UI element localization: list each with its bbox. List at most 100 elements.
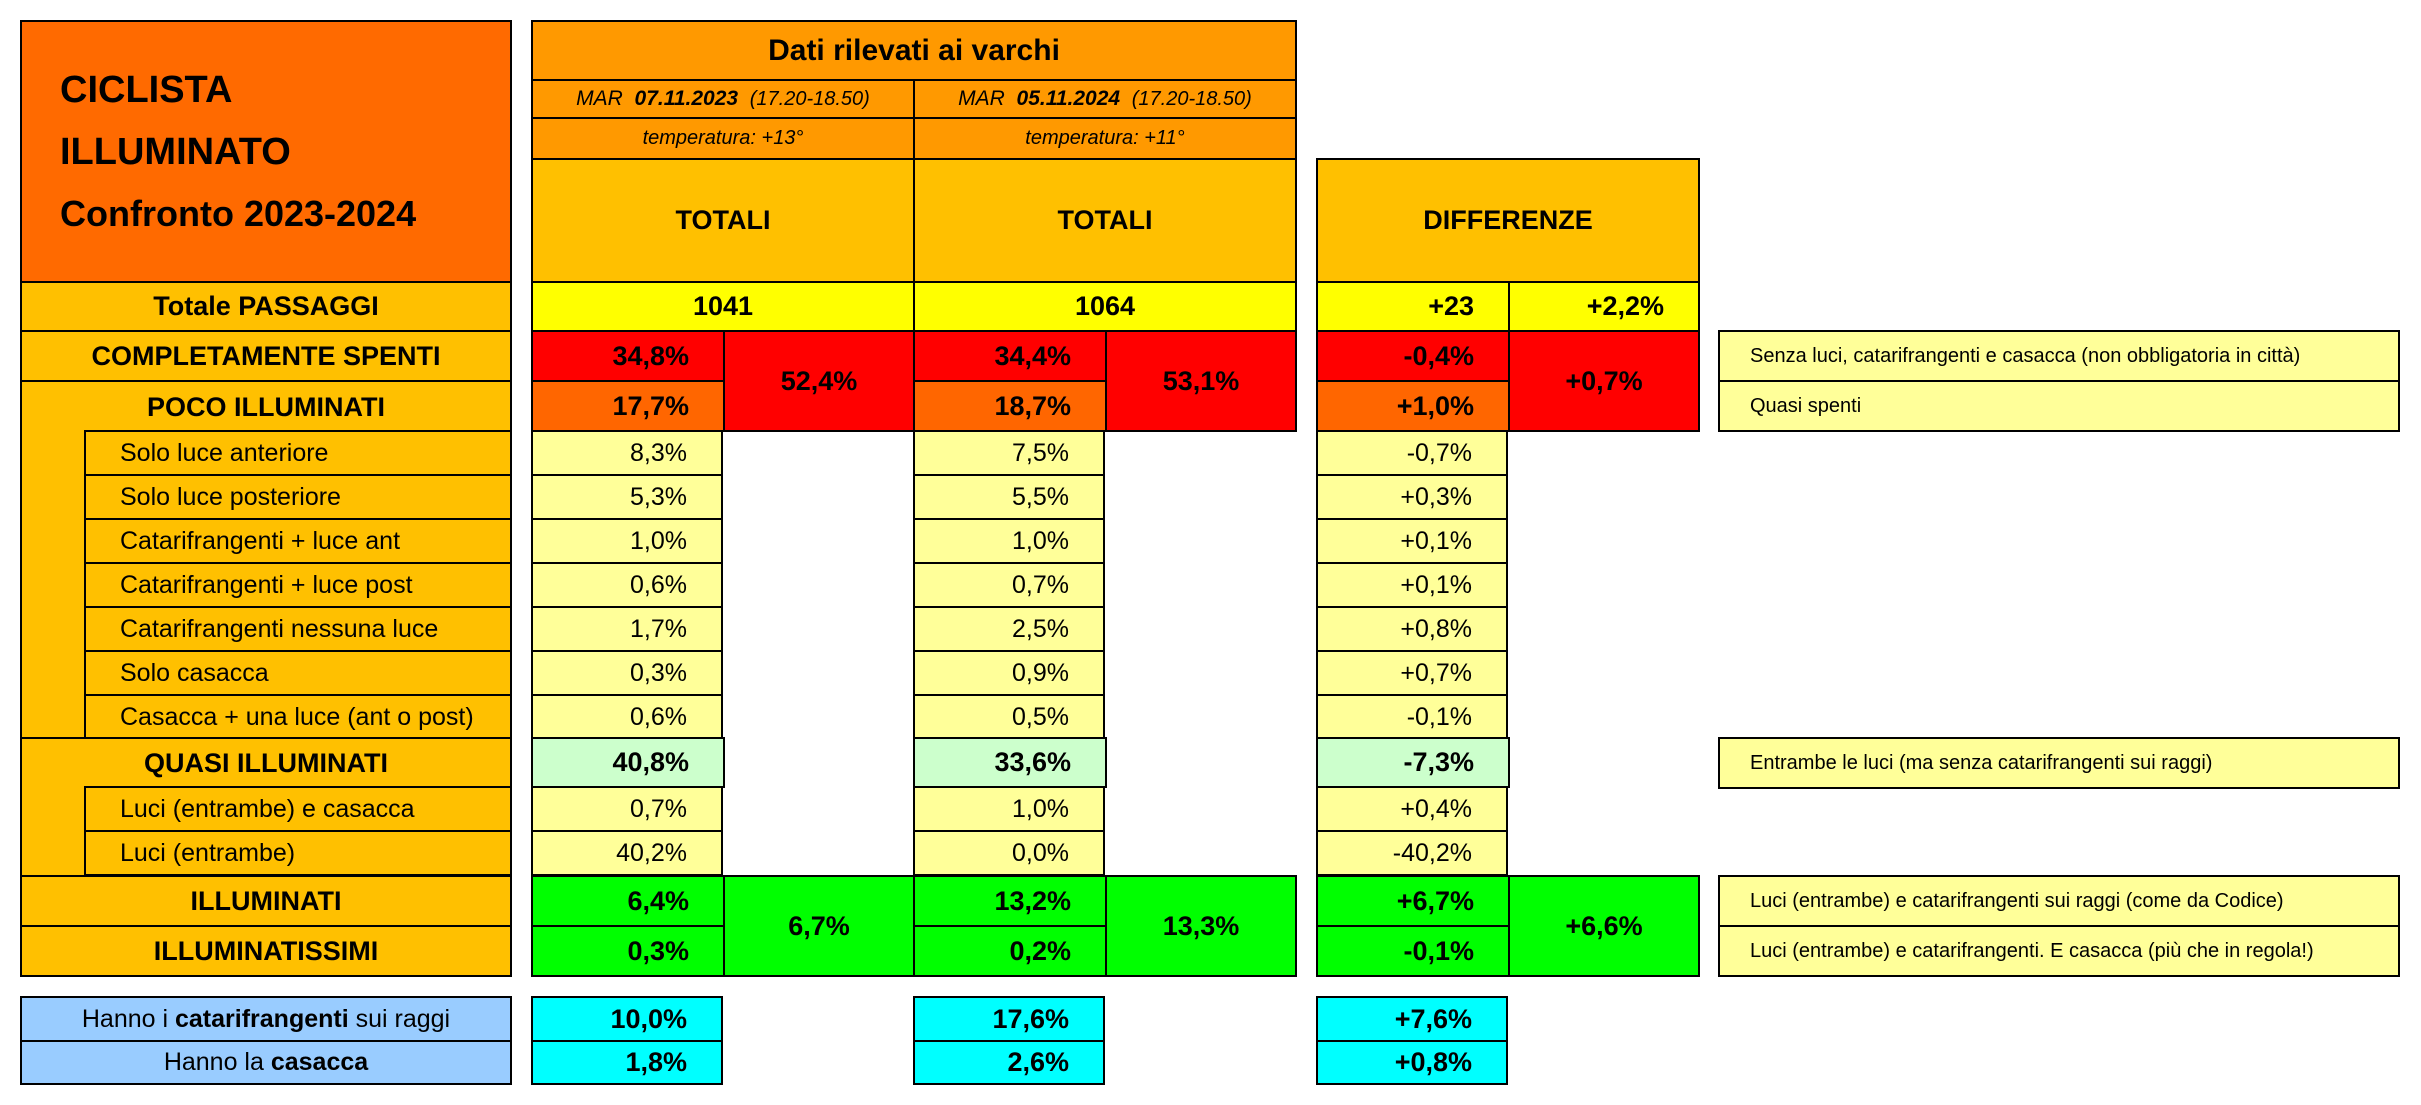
illuminatissimi-2024: 0,2% <box>913 925 1107 977</box>
row-label-poco: POCO ILLUMINATI <box>20 380 512 432</box>
row-label-illuminatissimi: ILLUMINATISSIMI <box>20 925 512 977</box>
group-spenti-poco-2023: 52,4% <box>723 330 915 432</box>
sub-row-diff: +0,1% <box>1316 562 1508 608</box>
illuminatissimi-diff: -0,1% <box>1316 925 1510 977</box>
sub-row-2023: 0,6% <box>531 562 723 608</box>
row-label-quasi: QUASI ILLUMINATI <box>20 737 512 788</box>
sub-row-2024: 0,0% <box>913 830 1105 876</box>
extra-cas-diff: +0,8% <box>1316 1040 1508 1085</box>
sub-row-2024: 5,5% <box>913 474 1105 520</box>
totale-2023: 1041 <box>531 281 915 332</box>
poco-2024: 18,7% <box>913 380 1107 432</box>
sub-row-2024: 0,9% <box>913 650 1105 696</box>
sub-row-2023: 1,0% <box>531 518 723 564</box>
sub-row-2024: 7,5% <box>913 430 1105 476</box>
sub-row-diff: +0,7% <box>1316 650 1508 696</box>
extra-cat-2023: 10,0% <box>531 996 723 1042</box>
sub-row-label: Luci (entrambe) <box>84 830 512 876</box>
totals-2023-header: TOTALI <box>531 158 915 283</box>
sub-row-2024: 1,0% <box>913 518 1105 564</box>
date-2023-date: 07.11.2023 <box>634 87 739 110</box>
sub-row-diff: -0,1% <box>1316 694 1508 740</box>
sub-row-diff: +0,3% <box>1316 474 1508 520</box>
sub-row-label: Solo luce anteriore <box>84 430 512 476</box>
illuminati-2023: 6,4% <box>531 875 725 927</box>
extra-label-catarifrangenti: Hanno i catarifrangenti sui raggi <box>20 996 512 1042</box>
poco-diff: +1,0% <box>1316 380 1510 432</box>
sub-row-label: Casacca + una luce (ant o post) <box>84 694 512 740</box>
group-illuminati-2023: 6,7% <box>723 875 915 977</box>
illuminati-2024: 13,2% <box>913 875 1107 927</box>
date-2024-time: (17.20-18.50) <box>1131 87 1252 110</box>
note-quasi: Entrambe le luci (ma senza catarifrangen… <box>1718 737 2400 789</box>
quasi-diff: -7,3% <box>1316 737 1510 788</box>
sub-row-diff: +0,1% <box>1316 518 1508 564</box>
date-2023-day: MAR <box>576 87 623 110</box>
extra-cas-2023: 1,8% <box>531 1040 723 1085</box>
sub-row-label: Catarifrangenti nessuna luce <box>84 606 512 652</box>
totale-2024: 1064 <box>913 281 1297 332</box>
illuminatissimi-2023: 0,3% <box>531 925 725 977</box>
note-spenti: Senza luci, catarifrangenti e casacca (n… <box>1718 330 2400 382</box>
sub-row-2024: 0,5% <box>913 694 1105 740</box>
date-2024-date: 05.11.2024 <box>1016 87 1121 110</box>
poco-2023: 17,7% <box>531 380 725 432</box>
spenti-2023: 34,8% <box>531 330 725 382</box>
sub-row-diff: -40,2% <box>1316 830 1508 876</box>
sub-row-2023: 1,7% <box>531 606 723 652</box>
differences-header: DIFFERENZE <box>1316 158 1700 283</box>
temperature-2023: temperatura: +13° <box>531 117 915 160</box>
date-2023-time: (17.20-18.50) <box>749 87 870 110</box>
sub-row-2023: 8,3% <box>531 430 723 476</box>
header-date-2023: MAR 07.11.2023 (17.20-18.50) <box>531 79 915 119</box>
note-illuminatissimi: Luci (entrambe) e catarifrangenti. E cas… <box>1718 925 2400 977</box>
extra-cat-post: sui raggi <box>348 1004 451 1033</box>
sub-row-2023: 0,6% <box>531 694 723 740</box>
extra-cat-pre: Hanno i <box>81 1004 175 1033</box>
note-poco: Quasi spenti <box>1718 380 2400 432</box>
extra-cas-pre: Hanno la <box>163 1048 271 1076</box>
sub-row-diff: -0,7% <box>1316 430 1508 476</box>
title-line-3: Confronto 2023-2024 <box>60 192 417 234</box>
sub-row-2023: 5,3% <box>531 474 723 520</box>
totals-2024-header: TOTALI <box>913 158 1297 283</box>
sub-row-label: Catarifrangenti + luce post <box>84 562 512 608</box>
header-date-2024: MAR 05.11.2024 (17.20-18.50) <box>913 79 1297 119</box>
extra-cas-bold: casacca <box>270 1048 369 1076</box>
illuminati-diff: +6,7% <box>1316 875 1510 927</box>
sub-row-diff: +0,8% <box>1316 606 1508 652</box>
totale-diff: +23 <box>1316 281 1510 332</box>
spenti-2024: 34,4% <box>913 330 1107 382</box>
quasi-2023: 40,8% <box>531 737 725 788</box>
date-2024-day: MAR <box>958 87 1005 110</box>
row-label-illuminati: ILLUMINATI <box>20 875 512 927</box>
header-main: Dati rilevati ai varchi <box>531 20 1297 81</box>
sub-row-label: Catarifrangenti + luce ant <box>84 518 512 564</box>
group-spenti-poco-2024: 53,1% <box>1105 330 1297 432</box>
note-illuminati: Luci (entrambe) e catarifrangenti sui ra… <box>1718 875 2400 927</box>
row-label-spenti: COMPLETAMENTE SPENTI <box>20 330 512 382</box>
title-line-2: ILLUMINATO <box>60 130 291 173</box>
spenti-diff: -0,4% <box>1316 330 1510 382</box>
sub-row-label: Solo casacca <box>84 650 512 696</box>
sub-row-2023: 40,2% <box>531 830 723 876</box>
sub-row-2024: 0,7% <box>913 562 1105 608</box>
sub-row-diff: +0,4% <box>1316 786 1508 832</box>
title-line-1: CICLISTA <box>60 68 233 111</box>
group-spenti-poco-diff: +0,7% <box>1508 330 1700 432</box>
temperature-2024: temperatura: +11° <box>913 117 1297 160</box>
title-block: CICLISTA ILLUMINATO Confronto 2023-2024 <box>20 20 512 283</box>
extra-label-casacca: Hanno la casacca <box>20 1040 512 1085</box>
extra-cat-2024: 17,6% <box>913 996 1105 1042</box>
group-illuminati-diff: +6,6% <box>1508 875 1700 977</box>
row-label-totale: Totale PASSAGGI <box>20 281 512 332</box>
extra-cat-diff: +7,6% <box>1316 996 1508 1042</box>
sub-row-2023: 0,7% <box>531 786 723 832</box>
sub-row-label: Solo luce posteriore <box>84 474 512 520</box>
totale-diff-percent: +2,2% <box>1508 281 1700 332</box>
sub-row-2023: 0,3% <box>531 650 723 696</box>
extra-cas-2024: 2,6% <box>913 1040 1105 1085</box>
quasi-2024: 33,6% <box>913 737 1107 788</box>
sub-row-2024: 2,5% <box>913 606 1105 652</box>
extra-cat-bold: catarifrangenti <box>175 1004 349 1033</box>
